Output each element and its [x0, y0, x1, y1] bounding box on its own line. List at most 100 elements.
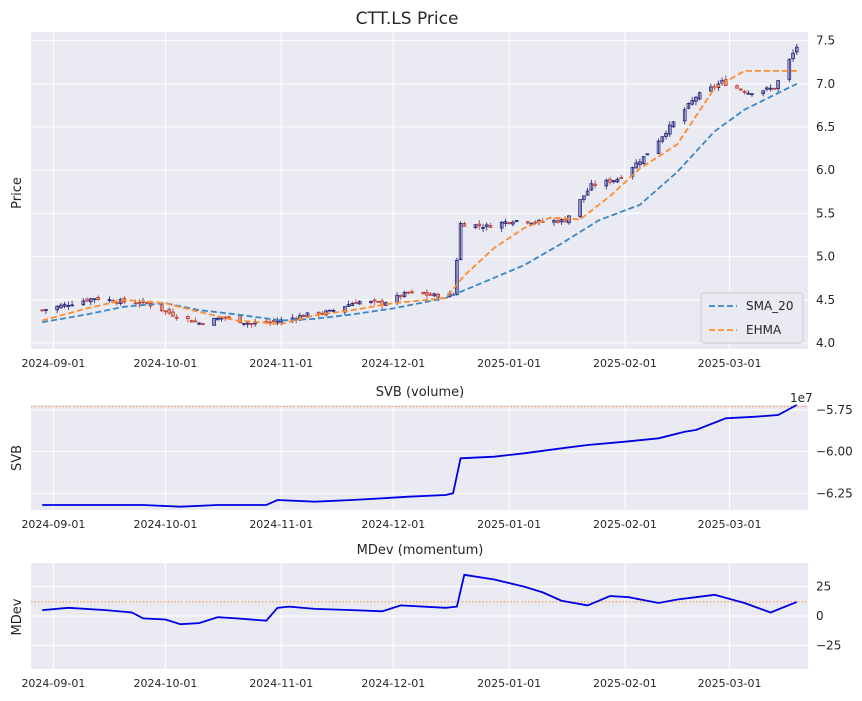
candle-body: [301, 314, 306, 318]
y-tick-label: 6.0: [816, 163, 835, 177]
candle-body: [399, 294, 403, 298]
candle-body: [81, 300, 86, 306]
x-tick-label: 2024-11-01: [249, 357, 313, 370]
x-tick-label: 2024-12-01: [361, 518, 425, 531]
x-tick-label: 2025-02-01: [593, 518, 657, 531]
candle-body: [342, 306, 347, 313]
candle-body: [761, 90, 765, 95]
candle-body: [186, 316, 190, 320]
candle-body: [794, 46, 799, 53]
candle-body: [249, 323, 254, 325]
x-tick-label: 2024-11-01: [249, 677, 313, 690]
candle-body: [619, 177, 624, 180]
candle-body: [604, 179, 609, 187]
candle-body: [421, 291, 426, 295]
candle-body: [372, 299, 377, 302]
mdev-chart-title: MDev (momentum): [357, 543, 484, 558]
candle-body: [55, 305, 59, 311]
candle-body: [503, 221, 508, 224]
x-tick-label: 2025-01-01: [477, 357, 541, 370]
candle-body: [212, 317, 216, 326]
candle-body: [458, 222, 463, 261]
candle-body: [660, 136, 665, 142]
candle-body: [462, 223, 467, 227]
candle-body: [369, 301, 373, 303]
candle-body: [481, 227, 485, 229]
price-legend: SMA_20 EHMA: [700, 292, 804, 344]
mdev-panel: MDev (momentum) MDev 2024-09-01 2024-10-0…: [10, 543, 841, 690]
candle-body: [746, 92, 751, 95]
candle-body: [533, 221, 538, 224]
candle-body: [436, 293, 440, 298]
candle-body: [563, 219, 567, 223]
candle-body: [750, 93, 754, 96]
candle-body: [406, 291, 411, 294]
candle-body: [735, 85, 739, 89]
series-line-mdev: [42, 573, 798, 626]
candle-body: [477, 223, 482, 227]
candle-body: [608, 178, 612, 183]
svb-y-axis-label: SVB: [10, 445, 25, 471]
candle-body: [354, 302, 358, 304]
candle-body: [484, 224, 489, 227]
candle-body: [589, 183, 594, 191]
candle-body: [611, 180, 616, 183]
candle-body: [641, 156, 646, 165]
candle-body: [70, 304, 74, 307]
candle-body: [59, 304, 63, 309]
candle-body: [455, 259, 459, 296]
candle-body: [738, 88, 743, 91]
candle-body: [107, 299, 112, 301]
candle-body: [787, 59, 792, 80]
candle-body: [507, 222, 511, 224]
x-tick-label: 2024-09-01: [21, 357, 85, 370]
candle-body: [133, 302, 138, 305]
candle-body: [410, 291, 414, 294]
candle-body: [215, 317, 220, 321]
candle-body: [511, 221, 515, 225]
x-tick-label: 2024-09-01: [21, 518, 85, 531]
candle-body: [682, 109, 687, 122]
candle-body: [96, 296, 101, 301]
y-tick-label: 6.5: [816, 120, 835, 134]
y-tick-label: 5.5: [816, 206, 835, 220]
candle-body: [694, 96, 698, 102]
candle-body: [66, 305, 71, 307]
candle-body: [193, 320, 198, 323]
candle-body: [137, 302, 142, 305]
price-chart-title: CTT.LS Price: [356, 9, 459, 29]
candle-body: [174, 316, 179, 319]
legend-box: [700, 292, 804, 344]
y-tick-label: 25: [816, 580, 831, 594]
y-tick-label: 5.0: [816, 250, 835, 264]
candle-body: [402, 291, 407, 297]
candle-body: [88, 298, 93, 303]
candle-body: [171, 311, 175, 317]
candle-body: [555, 220, 560, 223]
candle-body: [85, 298, 89, 302]
x-tick-label: 2025-02-01: [593, 677, 657, 690]
svb-plot-area: [31, 405, 808, 510]
candle-body: [593, 183, 597, 187]
legend-ehma-label: EHMA: [746, 323, 782, 337]
x-tick-label: 2024-10-01: [134, 677, 198, 690]
x-tick-label: 2024-10-01: [134, 518, 198, 531]
candle-body: [709, 86, 713, 92]
x-tick-label: 2025-03-01: [698, 518, 762, 531]
candle-body: [772, 87, 777, 90]
x-tick-label: 2024-12-01: [361, 677, 425, 690]
price-panel: CTT.LS Price Price 2024-09-01 2024-10-01 2…: [10, 9, 835, 370]
candle-body: [432, 293, 437, 297]
svb-offset-label: 1e7: [790, 391, 813, 405]
candle-body: [667, 124, 672, 135]
candle-body: [585, 190, 590, 196]
candle-body: [219, 317, 224, 320]
candle-body: [742, 90, 747, 93]
legend-sma-label: SMA_20: [746, 299, 793, 313]
candle-body: [791, 52, 795, 60]
y-tick-label: −25: [816, 638, 841, 652]
candle-body: [197, 322, 201, 325]
y-tick-label: 0: [816, 609, 824, 623]
x-tick-label: 2025-03-01: [698, 357, 762, 370]
